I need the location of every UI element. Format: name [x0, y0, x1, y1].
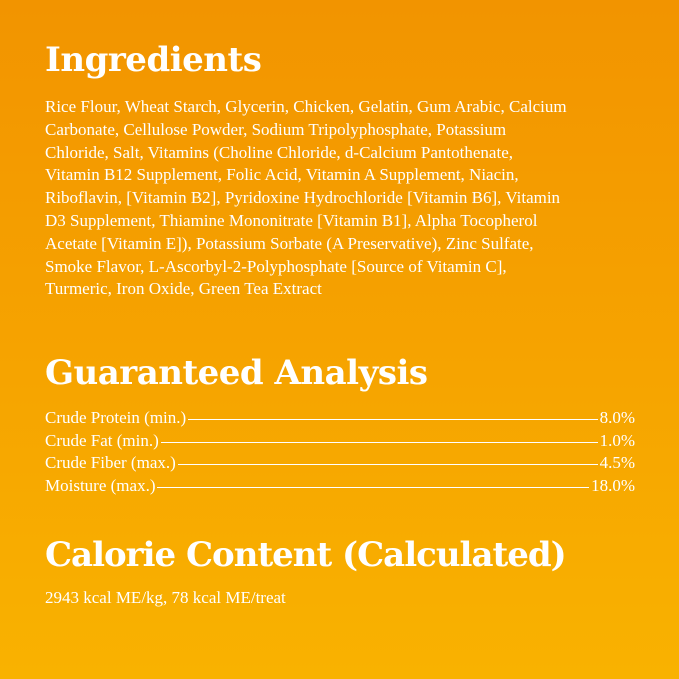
ingredients-list: Rice Flour, Wheat Starch, Glycerin, Chic… [45, 96, 567, 301]
analysis-row: Moisture (max.) 18.0% [45, 475, 635, 498]
leader-line [188, 419, 598, 420]
analysis-row: Crude Fat (min.) 1.0% [45, 430, 635, 453]
analysis-value: 8.0% [599, 408, 635, 427]
analysis-label: Crude Fiber (max.) [45, 453, 176, 472]
analysis-label: Crude Fat (min.) [45, 430, 159, 450]
analysis-heading: Guaranteed Analysis [45, 353, 428, 393]
ingredients-line: D3 Supplement, Thiamine Mononitrate [Vit… [45, 210, 538, 230]
analysis-value: 1.0% [599, 430, 635, 450]
leader-line [160, 441, 598, 443]
analysis-row: Crude Fiber (max.) 4.5% [45, 452, 635, 475]
calorie-heading: Calorie Content (Calculated) [45, 535, 567, 575]
ingredients-line: Smoke Flavor, L-Ascorbyl-2-Polyphosphate… [45, 256, 507, 276]
analysis-label: Crude Protein (min.) [45, 408, 187, 427]
ingredients-line: Carbonate, Cellulose Powder, Sodium Trip… [45, 119, 507, 139]
leader-line [157, 486, 590, 488]
calorie-text: 2943 kcal ME/kg, 78 kcal ME/treat [45, 588, 286, 607]
leader-line [177, 464, 598, 465]
ingredients-line: Vitamin B12 Supplement, Folic Acid, Vita… [45, 165, 519, 185]
analysis-value: 4.5% [599, 453, 635, 472]
ingredients-line: Acetate [Vitamin E]), Potassium Sorbate … [45, 233, 534, 253]
analysis-table: Crude Protein (min.) 8.0% Crude Fat (min.… [45, 407, 635, 497]
analysis-row: Crude Protein (min.) 8.0% [45, 407, 635, 430]
analysis-value: 18.0% [591, 475, 635, 495]
analysis-label: Moisture (max.) [45, 475, 156, 495]
ingredients-heading: Ingredients [45, 40, 262, 80]
ingredients-line: Riboflavin, [Vitamin B2], Pyridoxine Hyd… [45, 188, 561, 208]
ingredients-line: Chloride, Salt, Vitamins (Choline Chlori… [45, 142, 513, 162]
ingredients-line: Turmeric, Iron Oxide, Green Tea Extract [45, 279, 322, 299]
ingredients-line: Rice Flour, Wheat Starch, Glycerin, Chic… [45, 97, 567, 116]
